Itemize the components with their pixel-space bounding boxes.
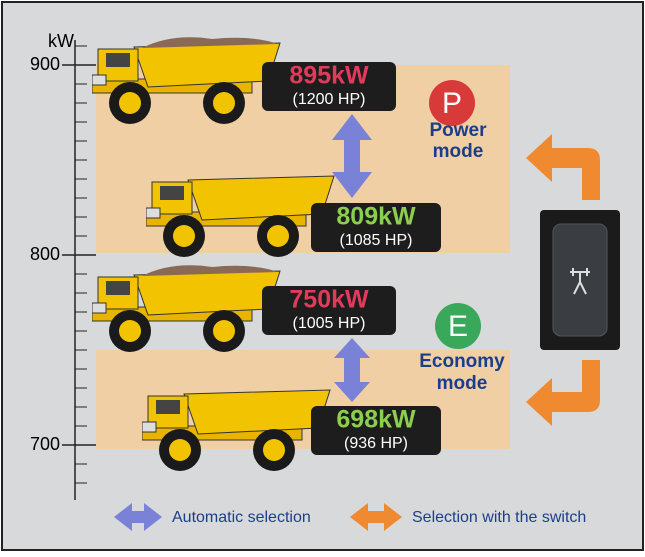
modes: P Power mode E Economy mode bbox=[419, 80, 505, 394]
legend: Automatic selection Selection with the s… bbox=[114, 503, 586, 531]
legend-auto-icon bbox=[114, 503, 162, 531]
axis-unit: kW bbox=[48, 31, 74, 51]
output-hp: (1085 HP) bbox=[340, 232, 413, 249]
output-hp: (936 HP) bbox=[344, 435, 408, 452]
mode-label: mode bbox=[437, 373, 488, 394]
auto-arrows bbox=[332, 114, 372, 402]
output-hp: (1005 HP) bbox=[293, 315, 366, 332]
mode-label: mode bbox=[433, 141, 484, 162]
mode-label: Power bbox=[429, 120, 487, 141]
output-hp: (1200 HP) bbox=[293, 91, 366, 108]
auto-arrow bbox=[332, 114, 372, 198]
legend-label: Automatic selection bbox=[172, 509, 311, 526]
output-kw: 698kW bbox=[336, 406, 416, 434]
tick-label: 700 bbox=[30, 434, 60, 454]
mode-badge bbox=[435, 303, 481, 349]
tick-label: 900 bbox=[30, 54, 60, 74]
mode-badge-letter: E bbox=[448, 310, 468, 343]
output-box bbox=[262, 62, 396, 111]
tick-label: 800 bbox=[30, 244, 60, 264]
legend-switch-icon bbox=[350, 503, 402, 531]
switch-icon bbox=[570, 268, 590, 295]
switch-arrow bbox=[526, 360, 600, 426]
mode-label: Economy bbox=[419, 351, 505, 372]
auto-arrow bbox=[334, 338, 370, 402]
switch bbox=[540, 210, 620, 350]
output-kw: 895kW bbox=[289, 62, 369, 90]
axis: kW 900 800 700 bbox=[30, 31, 96, 500]
output-boxes: 895kW (1200 HP) 809kW (1085 HP) 750kW (1… bbox=[262, 62, 441, 455]
output-kw: 750kW bbox=[289, 286, 369, 314]
output-box bbox=[262, 286, 396, 335]
legend-label: Selection with the switch bbox=[412, 509, 586, 526]
output-box bbox=[311, 203, 441, 252]
mode-badge bbox=[429, 80, 475, 126]
switch-arrow bbox=[526, 134, 600, 200]
output-kw: 809kW bbox=[336, 203, 416, 231]
mode-badge-letter: P bbox=[442, 87, 462, 120]
switch-arrows bbox=[526, 134, 600, 426]
output-box bbox=[311, 406, 441, 455]
